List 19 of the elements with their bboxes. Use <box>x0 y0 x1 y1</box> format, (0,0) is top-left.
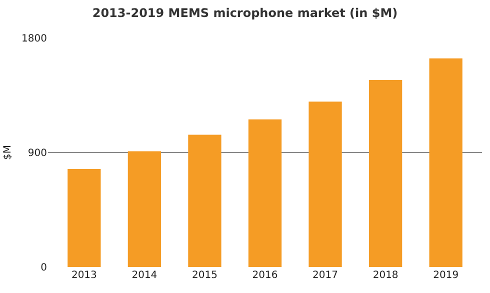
x-tick-label: 2015 <box>192 270 218 281</box>
x-tick-label: 2014 <box>132 270 158 281</box>
bar <box>308 102 342 267</box>
chart-title: 2013-2019 MEMS microphone market (in $M) <box>92 6 398 20</box>
x-tick-label: 2017 <box>312 270 338 281</box>
y-axis-title: $M <box>2 145 14 160</box>
x-tick-label: 2019 <box>433 270 459 281</box>
y-tick-label: 900 <box>28 148 47 159</box>
y-tick-label: 0 <box>40 262 47 274</box>
x-tick-label: 2018 <box>372 270 398 281</box>
bar <box>248 119 282 267</box>
bar <box>188 134 222 267</box>
bar <box>68 169 101 267</box>
y-tick-label: 1800 <box>22 34 47 44</box>
x-tick-label: 2013 <box>71 270 97 281</box>
x-tick-label: 2016 <box>252 270 278 281</box>
bar <box>128 151 162 267</box>
bar <box>429 58 462 267</box>
bar <box>368 80 402 267</box>
